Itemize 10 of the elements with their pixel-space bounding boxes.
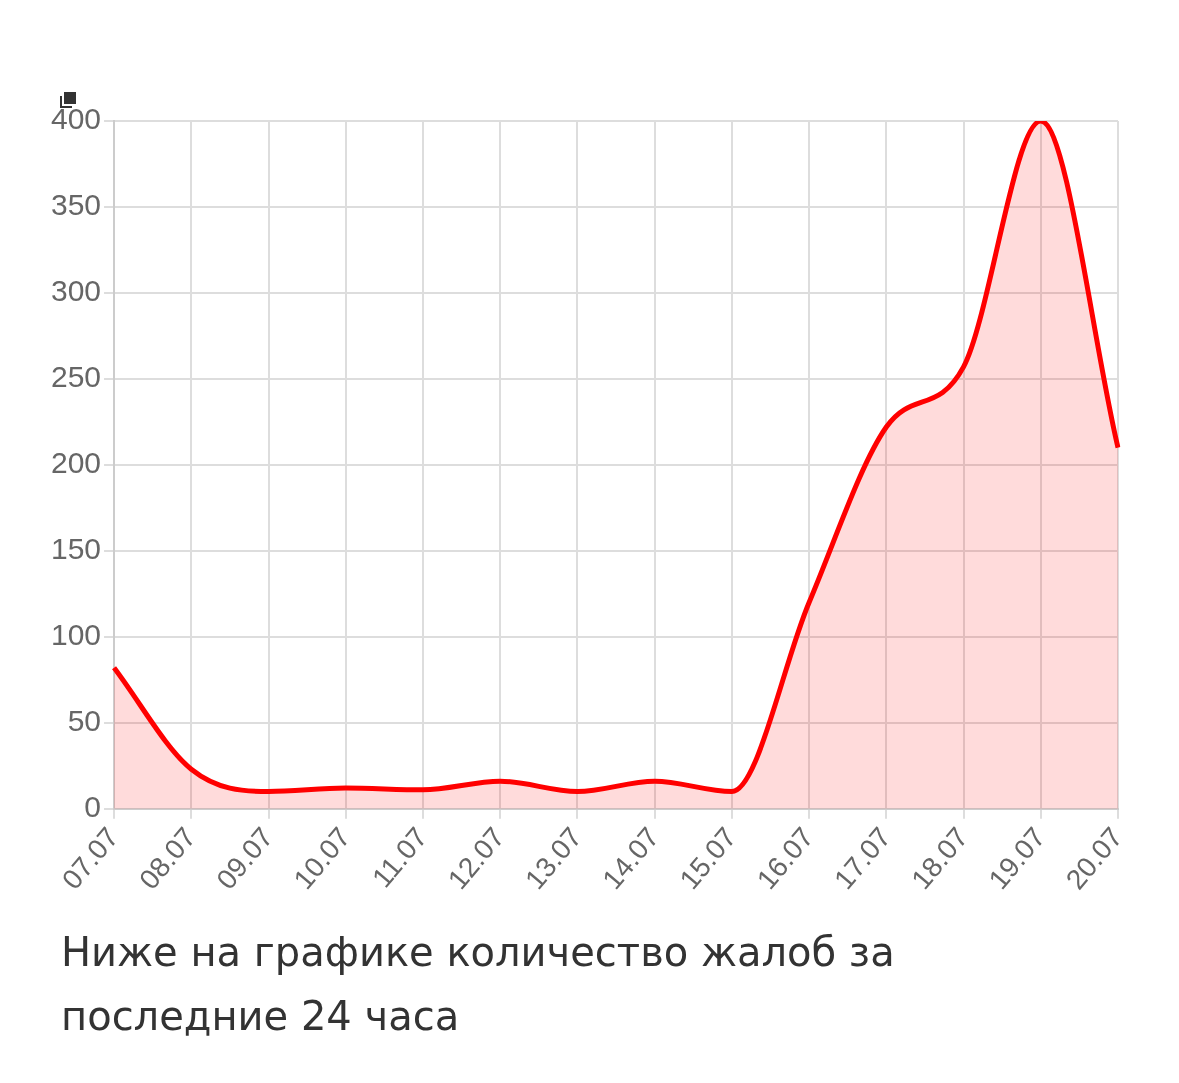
y-tick-label: 0 — [84, 789, 102, 823]
y-tick-label: 150 — [50, 532, 102, 566]
y-tick-label: 400 — [50, 102, 102, 136]
y-tick-label: 300 — [50, 274, 102, 308]
y-tick-label: 100 — [50, 618, 102, 652]
y-tick-label: 250 — [50, 360, 102, 394]
y-tick-label: 350 — [50, 188, 102, 222]
y-tick-label: 50 — [67, 704, 102, 738]
text: Ниже на графике количество жалоб за последние 24 часа — [61, 928, 896, 1041]
y-tick-label: 200 — [50, 446, 102, 480]
